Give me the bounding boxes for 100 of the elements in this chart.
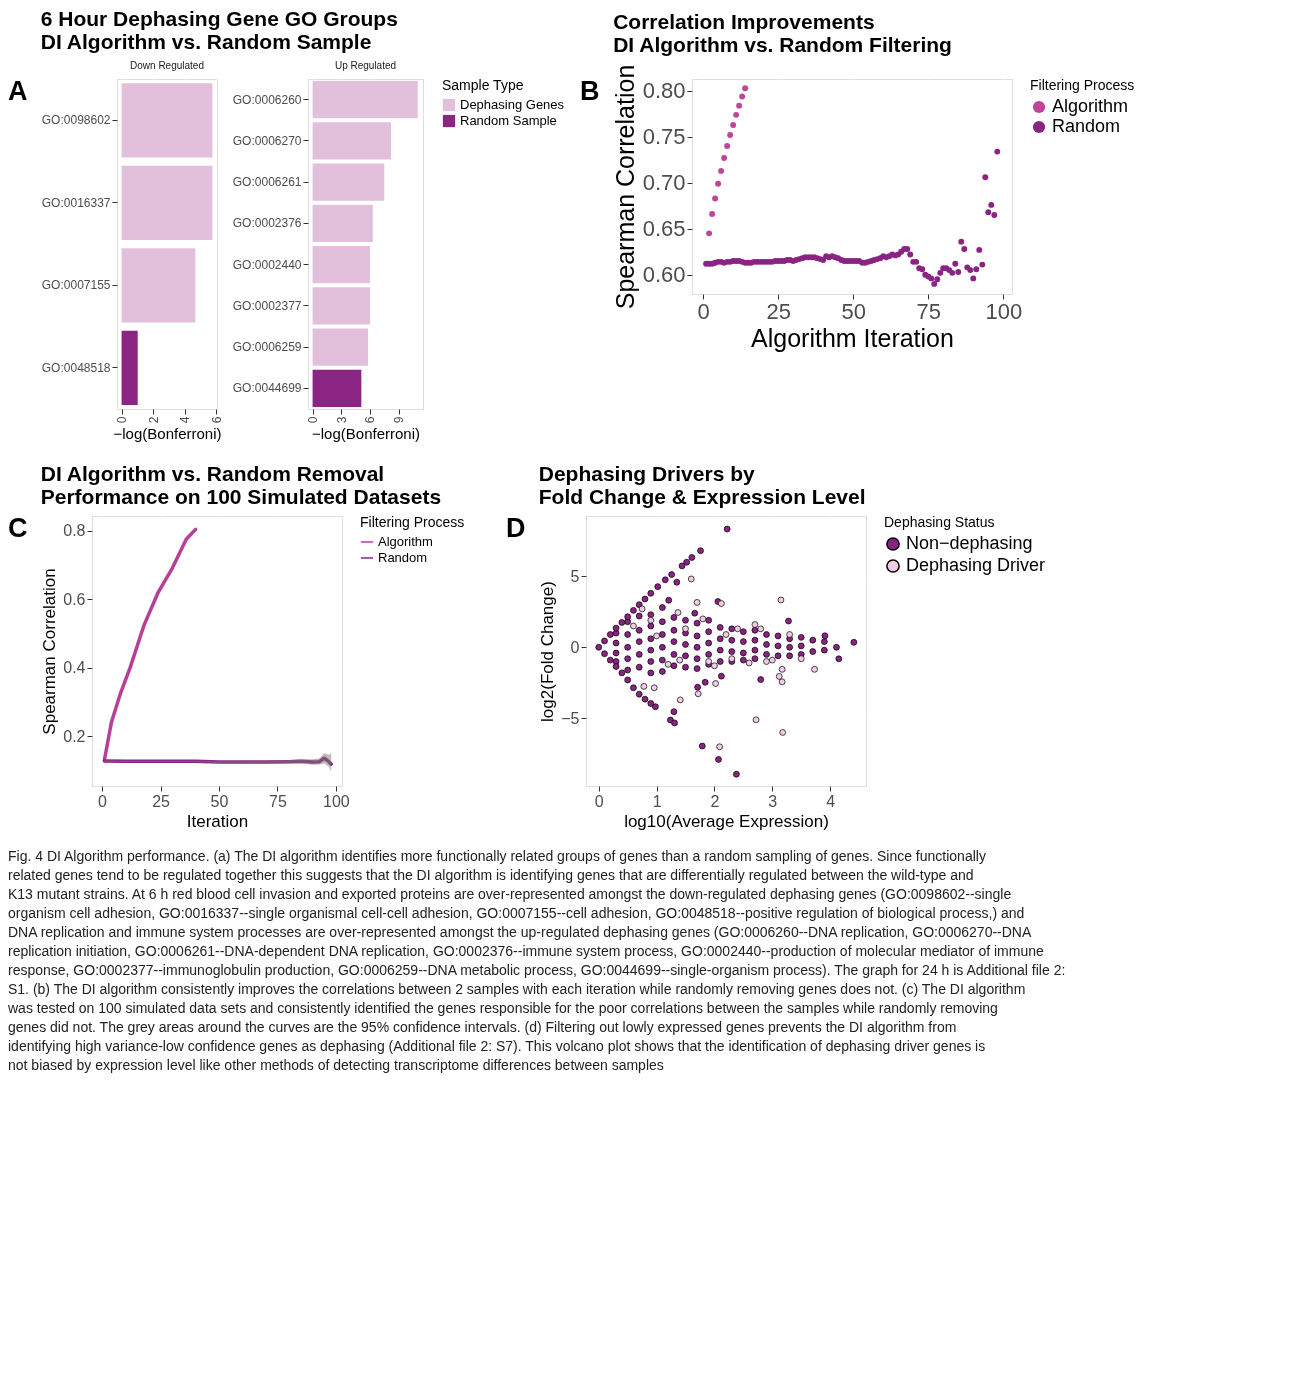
legend-label: Random: [1052, 116, 1121, 136]
point: [742, 85, 749, 92]
y-tick-label: 0.65: [642, 216, 686, 242]
point: [718, 167, 725, 174]
x-tick-label: 25: [152, 792, 171, 810]
point: [640, 683, 648, 690]
point: [778, 666, 786, 673]
legend-label: Random Sample: [460, 113, 557, 128]
x-tick-label: 0: [306, 416, 321, 424]
legend-label: Random: [378, 550, 428, 565]
y-tick-label: 0.2: [63, 727, 86, 745]
legend-label: Non−dephasing: [906, 533, 1033, 553]
point: [709, 211, 716, 218]
y-tick-label: GO:0098602: [41, 113, 111, 128]
point: [757, 625, 765, 633]
x-tick-label: 50: [841, 298, 866, 324]
x-tick-label: 3: [334, 416, 349, 424]
point: [630, 622, 637, 630]
x-tick-label: 4: [826, 792, 836, 810]
point: [739, 93, 746, 100]
point: [712, 195, 719, 202]
point: [734, 625, 741, 633]
bar: [121, 248, 196, 323]
y-axis-title: Spearman Correlation: [40, 568, 60, 735]
y-tick-label: GO:0016337: [41, 195, 111, 210]
y-tick-label: GO:0006261: [232, 175, 302, 190]
point: [650, 684, 658, 692]
text: A: [8, 76, 28, 106]
point: [715, 180, 722, 187]
point: [638, 605, 646, 613]
y-tick-label: GO:0002376: [232, 216, 302, 231]
x-axis-title: Iteration: [186, 811, 249, 831]
line-series: [102, 527, 198, 762]
y-tick-label: 0.75: [642, 124, 686, 150]
x-tick-label: 0: [115, 416, 130, 424]
y-tick-label: 0.4: [63, 659, 86, 677]
point: [711, 662, 718, 670]
legend-label: Dephasing Genes: [460, 97, 565, 112]
point: [706, 230, 713, 237]
x-tick-label: 75: [269, 792, 287, 810]
point: [733, 111, 740, 118]
point: [779, 729, 786, 736]
y-axis-title: log2(Fold Change): [538, 581, 558, 722]
x-tick-label: 1: [652, 792, 662, 810]
point: [722, 631, 730, 638]
point: [777, 596, 785, 604]
x-tick-label: 0: [594, 792, 604, 810]
y-tick-label: 0.70: [642, 170, 686, 196]
y-tick-label: −5: [561, 709, 580, 727]
legend-label: Algorithm: [1052, 96, 1129, 116]
point: [730, 121, 737, 128]
point: [727, 132, 734, 138]
chart-title: Dephasing Drivers by Fold Change & Expression Level: [538, 462, 866, 508]
point: [778, 678, 786, 686]
point: [775, 673, 783, 680]
point: [724, 143, 731, 150]
point: [693, 599, 701, 606]
y-tick-label: GO:0006260: [232, 92, 302, 107]
chart-subtitle: Up Regulated: [334, 60, 397, 71]
x-tick-label: 4: [178, 416, 193, 424]
x-tick-label: 25: [766, 298, 791, 324]
x-tick-label: 6: [209, 416, 224, 424]
point: [674, 609, 682, 616]
bar: [312, 328, 369, 366]
text: Fig. 4 DI Algorithm performance. (a) The DI algorithm identifies more functionally related groups of genes than a random sampling of genes. Since functionally related genes tend to be regulated together this suggests that the DI algorithm is identifying genes that are differentially regulated between the wild-type and K13 mutant strains. At 6 h red blood cell invasion and exported proteins are over-represented amongst the down-regulated dephasing genes (GO:0098602--single organism cell adhesion, GO:0016337--single organismal cell-cell adhesion, GO:0007155--cell adhesion, GO:0048518--positive regulation of biological process,) and DNA replication and immune system processes are over-represented amongst the up-regulated dephasing genes (GO:0006260--DNA replication, GO:0006270--DNA replication initiation, GO:0006261--DNA-dependent DNA replication, GO:0002376--immune system process, GO:0002440--production of molecular mediator of immune response, GO:0002377--immunoglobulin production, GO:0006259--DNA metabolic process, GO:0044699--single-organism process). The graph for 24 h is Additional file 2: S1. (b) The DI algorithm consistently improves the correlations between 2 samples with each iteration while randomly removing genes does not. (c) The DI algorithm was tested on 100 simulated data sets and consistently identified the genes responsible for the poor correlations between the samples while randomly removing genes did not. The grey areas around the curves are the 95% confidence intervals. (d) Filtering out lowly expressed genes prevents the DI algorithm from identifying high variance-low confidence genes as dephasing (Additional file 2: S7). This volcano plot shows that the identification of dephasing driver genes is not biased by expression level like other methods of detecting transcriptome differences between samples: [8, 848, 1066, 1073]
legend-label: Algorithm: [378, 534, 433, 549]
bar: [312, 287, 370, 325]
x-tick-label: 50: [210, 792, 229, 810]
chart-title: Correlation Improvements DI Algorithm vs. Random Filtering: [613, 10, 952, 57]
bar: [312, 81, 418, 119]
point: [811, 666, 818, 673]
x-tick-label: 9: [392, 416, 407, 424]
x-tick-label: 75: [916, 298, 941, 324]
text: B: [580, 76, 600, 106]
y-tick-label: GO:0002440: [232, 257, 302, 272]
point: [699, 615, 707, 623]
legend-label: Dephasing Driver: [906, 555, 1046, 575]
point: [712, 680, 719, 687]
y-tick-label: 0: [570, 638, 580, 656]
text: C: [8, 513, 28, 543]
y-tick-label: GO:0048518: [41, 360, 111, 375]
bar: [312, 246, 370, 284]
y-axis-title: Spearman Correlation: [610, 64, 639, 310]
text: D: [506, 513, 526, 543]
x-tick-label: 2: [146, 416, 161, 424]
chart-subtitle: Down Regulated: [130, 60, 204, 71]
x-axis-title: log10(Average Expression): [624, 811, 829, 831]
legend-title: Dephasing Status: [884, 514, 995, 530]
point: [786, 631, 793, 638]
x-axis-title: −log(Bonferroni): [312, 425, 420, 443]
point: [768, 656, 776, 664]
point: [763, 658, 770, 665]
point: [647, 617, 655, 624]
x-tick-label: 0: [697, 298, 710, 324]
x-tick-label: 3: [768, 792, 778, 810]
x-tick-label: 2: [710, 792, 720, 810]
point: [751, 621, 759, 628]
y-tick-label: 0.6: [63, 590, 86, 608]
point: [716, 743, 723, 751]
bar: [121, 165, 213, 240]
